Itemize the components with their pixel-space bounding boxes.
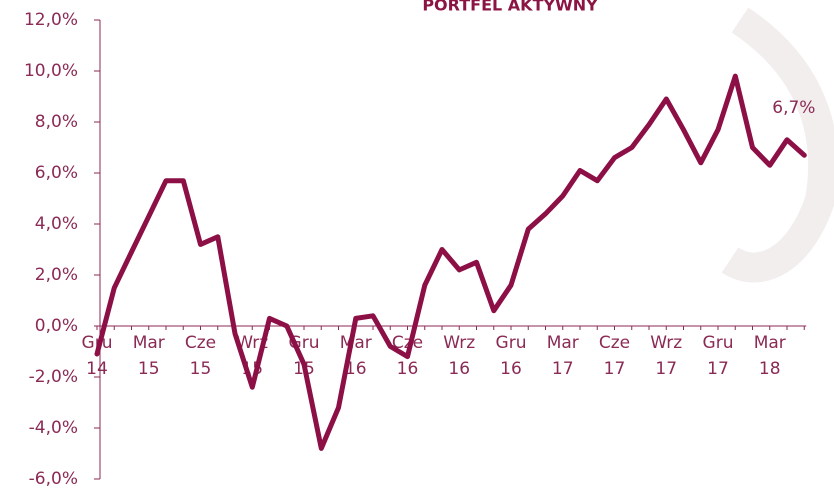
- x-tick-label: Cze 17: [599, 333, 630, 379]
- x-tick-label: Mar 17: [547, 333, 579, 379]
- x-tick-label: Gru 17: [703, 333, 734, 379]
- x-tick-label: Gru 16: [496, 333, 527, 379]
- y-tick-label: 10,0%: [24, 61, 78, 81]
- chart-title: PORTFEL AKTYWNY: [422, 0, 598, 15]
- y-tick-label: 2,0%: [35, 265, 78, 285]
- line: [94, 73, 807, 451]
- y-tick-label: -6,0%: [29, 469, 78, 489]
- x-tick-label: Wrz 16: [443, 333, 475, 379]
- x-tick-label: Mar 18: [754, 333, 786, 379]
- y-tick-label: -4,0%: [29, 418, 78, 438]
- y-tick-label: -2,0%: [29, 367, 78, 387]
- y-tick-label: 0,0%: [35, 316, 78, 336]
- x-tick-label: Cze 15: [185, 333, 216, 379]
- x-tick-label: Mar 15: [133, 333, 165, 379]
- x-tick-label: Gru 14: [82, 333, 113, 379]
- y-tick-label: 12,0%: [24, 10, 78, 30]
- y-tick-label: 4,0%: [35, 214, 78, 234]
- data-label: 6,7%: [772, 98, 815, 118]
- watermark: [721, 7, 834, 283]
- y-tick-label: 6,0%: [35, 163, 78, 183]
- x-tick-label: Wrz 17: [650, 333, 682, 379]
- x-tick-label: Cze 16: [392, 333, 423, 379]
- y-tick-label: 8,0%: [35, 112, 78, 132]
